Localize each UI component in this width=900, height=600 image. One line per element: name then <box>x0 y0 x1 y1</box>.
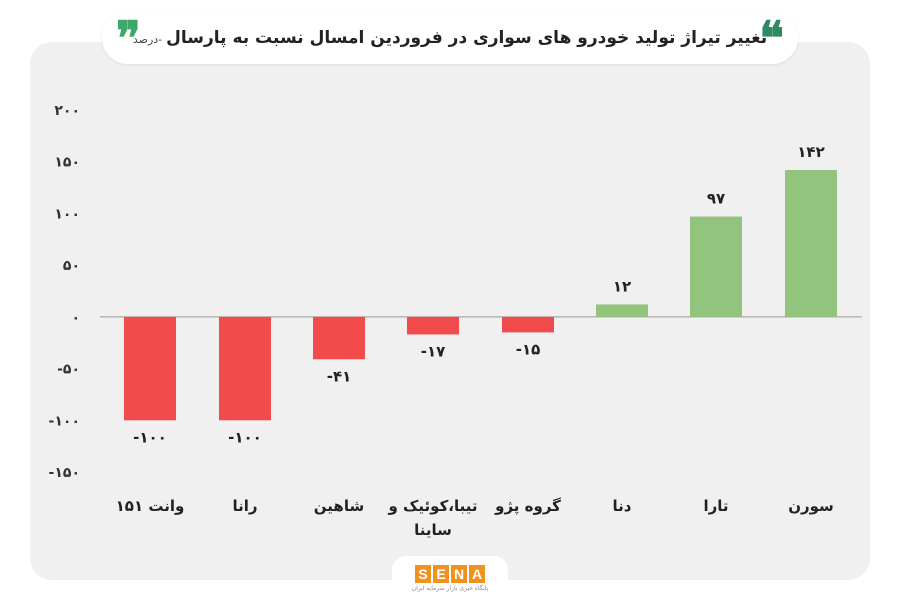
logo-letter: S <box>415 564 431 583</box>
x-category-label-line: سورن <box>788 497 834 515</box>
x-category-label: شاهین <box>314 497 364 515</box>
x-category-label: دنا <box>613 497 632 515</box>
bar <box>407 316 459 335</box>
y-tick-label: -۱۰۰ <box>49 413 80 429</box>
x-category-label-line: دنا <box>613 497 632 515</box>
y-tick-label: -۱۵۰ <box>49 465 80 481</box>
logo-letter: A <box>469 564 485 583</box>
bar-value-label: ۱۴۲ <box>797 143 824 161</box>
bar-value-label: -۱۰۰ <box>133 428 167 446</box>
y-tick-label: ۰ <box>71 310 80 326</box>
y-tick-label: ۲۰۰ <box>54 103 80 119</box>
bar <box>596 304 648 317</box>
bar-value-label: -۴۱ <box>327 367 352 385</box>
logo-letter: E <box>433 564 449 583</box>
x-category-label: تیبا،کوئیک و ساینا <box>388 497 478 539</box>
x-category-label: رانا <box>232 497 257 515</box>
bar-value-label: -۱۰۰ <box>228 428 262 446</box>
sena-logo: S E N A پایگاه خبری بازار سرمایه ایران <box>392 556 508 600</box>
x-category-label: تارا <box>703 497 728 515</box>
x-category-label: وانت ۱۵۱ <box>116 497 185 515</box>
x-category-label-line: شاهین <box>314 497 364 515</box>
bar <box>785 169 837 317</box>
logo-letter: N <box>451 564 467 583</box>
y-tick-label: ۱۵۰ <box>54 155 80 171</box>
bar-value-label: ۹۷ <box>707 190 725 208</box>
x-category-label: سورن <box>788 497 834 515</box>
bar-value-label: ۱۲ <box>613 277 631 295</box>
x-category-label-line: تارا <box>703 497 728 515</box>
bar <box>313 316 365 360</box>
x-category-label: گروه پژو <box>494 497 561 516</box>
bar <box>690 216 742 317</box>
y-tick-label: ۱۰۰ <box>54 206 80 222</box>
x-category-label-line: تیبا،کوئیک و <box>388 497 478 515</box>
quote-close-icon: ❝ <box>759 11 784 65</box>
bar <box>219 316 271 421</box>
x-category-label-line: وانت ۱۵۱ <box>116 497 185 515</box>
logo-tagline: پایگاه خبری بازار سرمایه ایران <box>411 584 489 592</box>
bar-value-label: -۱۷ <box>421 342 446 360</box>
chart-title: تغییر تیراژ تولید خودرو های سواری در فرو… <box>166 28 768 48</box>
y-tick-label: -۵۰ <box>57 362 80 378</box>
chart-subtitle: -درصد <box>132 33 163 46</box>
x-category-label-line: ساینا <box>414 521 452 539</box>
bar <box>502 316 554 333</box>
y-tick-label: ۵۰ <box>63 258 80 274</box>
title-banner: ❞ تغییر تیراژ تولید خودرو های سواری در ف… <box>102 12 798 64</box>
quote-open-icon: ❞ <box>116 11 141 65</box>
x-category-label-line: گروه پژو <box>494 497 561 516</box>
bar <box>124 316 176 421</box>
bar-value-label: -۱۵ <box>516 340 541 358</box>
x-category-label-line: رانا <box>232 497 257 515</box>
